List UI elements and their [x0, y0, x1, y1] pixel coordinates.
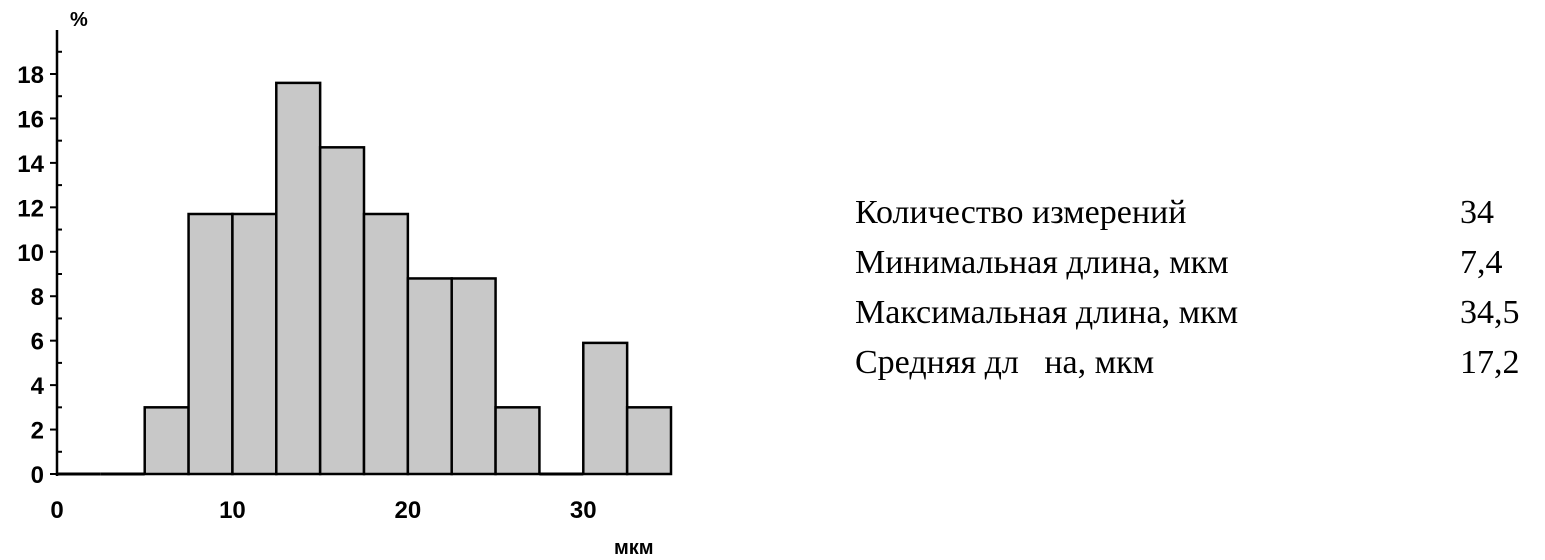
x-axis-label: мкм	[614, 537, 654, 559]
histogram-bar	[494, 406, 541, 476]
y-tick-label: 14	[17, 151, 44, 178]
y-tick-label: 8	[31, 284, 44, 311]
stat-value: 17,2	[1460, 344, 1520, 381]
y-tick-label: 12	[17, 195, 44, 222]
y-tick-label: 6	[31, 329, 44, 356]
y-tick-labels: 0 2 4 6 8 10 12 14 16 18	[17, 62, 44, 489]
x-tick-label: 30	[570, 497, 597, 524]
histogram-bar	[318, 146, 366, 476]
y-tick-label: 2	[31, 418, 44, 445]
x-tick-label: 10	[219, 497, 246, 524]
y-tick-label: 0	[31, 462, 44, 489]
stat-value: 34	[1460, 194, 1494, 231]
y-tick-label: 10	[17, 240, 44, 267]
histogram-bar	[187, 212, 234, 476]
histogram-chart: 0 2 4 6 8 10 12 14 16 18 0 10 20 30 % мкм	[17, 9, 673, 559]
histogram-bar	[143, 406, 190, 476]
y-ticks-layer	[50, 50, 62, 475]
stat-label: Количество измерений	[855, 194, 1187, 231]
stat-value: 7,4	[1460, 244, 1503, 281]
histogram-bar	[450, 277, 497, 476]
stat-label: Средняя дл на, мкм	[855, 344, 1155, 381]
histogram-bar	[582, 341, 629, 476]
stat-row-count: Количество измерений 34	[855, 188, 1545, 238]
y-tick-label: 18	[17, 62, 44, 89]
histogram-bar	[275, 81, 322, 476]
stat-row-min-length: Минимальная длина, мкм 7,4	[855, 238, 1545, 288]
histogram-bar	[231, 212, 278, 476]
stat-row-max-length: Максимальная длина, мкм 34,5	[855, 288, 1545, 338]
stats-table: Количество измерений 34 Минимальная длин…	[855, 188, 1545, 388]
stat-value: 34,5	[1460, 294, 1520, 331]
histogram-bar	[625, 406, 673, 476]
stat-label: Минимальная длина, мкм	[855, 244, 1229, 281]
stat-row-mean-length: Средняя дл на, мкм 17,2	[855, 338, 1545, 388]
bars-layer	[57, 81, 673, 476]
histogram-bar	[362, 212, 410, 476]
y-tick-label: 16	[17, 106, 44, 133]
x-tick-label: 0	[50, 497, 63, 524]
stat-label: Максимальная длина, мкм	[855, 294, 1239, 331]
x-tick-labels: 0 10 20 30	[50, 497, 596, 524]
y-tick-label: 4	[31, 373, 45, 400]
y-axis-label: %	[70, 9, 88, 31]
x-tick-label: 20	[395, 497, 422, 524]
histogram-bar	[406, 277, 453, 476]
